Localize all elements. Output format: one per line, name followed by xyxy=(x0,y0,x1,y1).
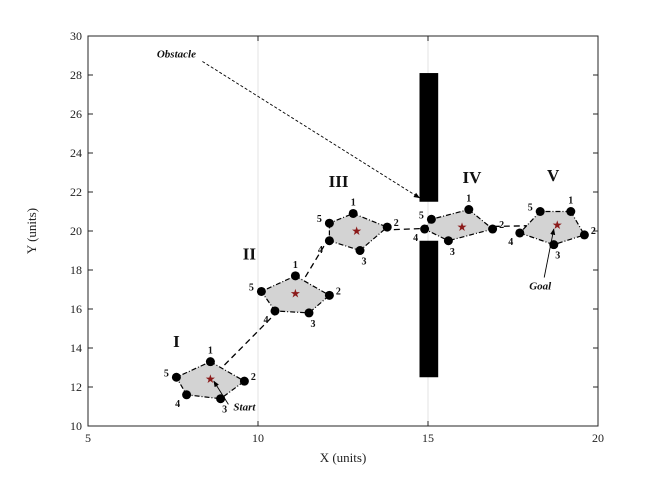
vertex-label: 4 xyxy=(318,245,323,256)
vertex-label: 5 xyxy=(317,214,322,225)
y-tick-label: 30 xyxy=(70,29,82,43)
x-tick-label: 10 xyxy=(252,431,264,445)
y-tick-label: 28 xyxy=(70,68,82,82)
robot-vertex xyxy=(256,286,266,296)
robot-vertex xyxy=(488,224,498,234)
robot-vertex xyxy=(171,372,181,382)
robot-vertex xyxy=(515,228,525,238)
x-tick-label: 15 xyxy=(422,431,434,445)
robot-vertex xyxy=(566,207,576,216)
formation-label: V xyxy=(547,166,560,185)
vertex-label: 1 xyxy=(466,194,471,205)
annotation-label: Goal xyxy=(529,281,552,293)
formation-center-star: ★ xyxy=(205,372,216,386)
y-tick-label: 22 xyxy=(70,185,82,199)
y-tick-label: 14 xyxy=(70,341,82,355)
y-tick-label: 10 xyxy=(70,419,82,433)
formation-label: I xyxy=(173,332,180,351)
formation-label: IV xyxy=(463,168,483,187)
formation-polygon xyxy=(260,275,331,314)
vertex-label: 4 xyxy=(508,237,513,248)
formation-center-star: ★ xyxy=(290,286,301,300)
robot-vertex xyxy=(216,394,226,404)
vertex-label: 5 xyxy=(164,368,169,379)
formation-center-star: ★ xyxy=(552,218,563,232)
formation-center-star: ★ xyxy=(457,220,468,234)
obstacle-bar xyxy=(419,240,439,378)
vertex-label: 1 xyxy=(351,197,356,208)
annotation-arrow xyxy=(543,228,556,278)
robot-vertex xyxy=(239,376,249,386)
y-tick-label: 12 xyxy=(70,380,82,394)
robot-vertex xyxy=(579,230,589,240)
vertex-label: 2 xyxy=(394,218,399,229)
robot-vertex xyxy=(324,236,334,246)
vertex-label: 2 xyxy=(591,226,596,237)
vertex-label: 3 xyxy=(222,405,227,416)
x-tick-label: 5 xyxy=(85,431,91,445)
vertex-label: 3 xyxy=(555,251,560,262)
robot-vertex xyxy=(324,218,334,228)
annotation-arrow xyxy=(213,380,229,405)
robot-vertex xyxy=(290,271,300,281)
vertex-label: 4 xyxy=(413,233,418,244)
y-tick-label: 18 xyxy=(70,263,82,277)
formation-center-star: ★ xyxy=(351,224,362,238)
robot-vertex xyxy=(535,207,545,216)
vertex-label: 4 xyxy=(264,315,269,326)
formation-polygon xyxy=(175,360,246,400)
robot-vertex xyxy=(355,246,365,255)
robot-vertex xyxy=(182,390,192,400)
annotation-label: Start xyxy=(233,401,256,413)
vertex-label: 3 xyxy=(311,319,316,330)
vertex-label: 2 xyxy=(251,372,256,383)
robot-vertex xyxy=(426,214,436,224)
robot-vertex xyxy=(443,236,453,246)
formation-polygon xyxy=(423,208,494,242)
robot-vertex xyxy=(324,290,334,300)
annotation-label: Obstacle xyxy=(157,48,196,60)
formation-label: II xyxy=(243,244,257,263)
robot-vertex xyxy=(464,205,474,215)
vertex-label: 1 xyxy=(208,346,213,357)
vertex-label: 1 xyxy=(293,260,298,271)
x-tick-label: 20 xyxy=(592,431,604,445)
robot-vertex xyxy=(420,224,430,234)
vertex-label: 2 xyxy=(336,286,341,297)
y-tick-label: 16 xyxy=(70,302,82,316)
y-tick-label: 20 xyxy=(70,224,82,238)
robot-vertex xyxy=(270,306,280,316)
y-tick-label: 24 xyxy=(70,146,82,160)
formation-polygon xyxy=(518,210,586,246)
vertex-label: 2 xyxy=(499,220,504,231)
vertex-label: 4 xyxy=(175,399,180,410)
robot-vertex xyxy=(304,308,314,318)
x-axis-label: X (units) xyxy=(320,450,367,465)
y-tick-label: 26 xyxy=(70,107,82,121)
vertex-label: 5 xyxy=(249,282,254,293)
vertex-label: 5 xyxy=(419,210,424,221)
formation-polygon xyxy=(328,212,389,252)
y-axis-label: Y (units) xyxy=(24,208,39,254)
robot-vertex xyxy=(348,208,358,218)
robot-vertex xyxy=(205,357,215,367)
vertex-label: 3 xyxy=(362,257,367,268)
vertex-label: 3 xyxy=(450,247,455,258)
vertex-label: 1 xyxy=(568,196,573,207)
robot-vertex xyxy=(382,222,392,232)
vertex-label: 5 xyxy=(528,203,533,214)
obstacle-bar xyxy=(419,73,439,202)
annotation-arrow xyxy=(202,61,421,199)
formation-label: III xyxy=(329,172,349,191)
